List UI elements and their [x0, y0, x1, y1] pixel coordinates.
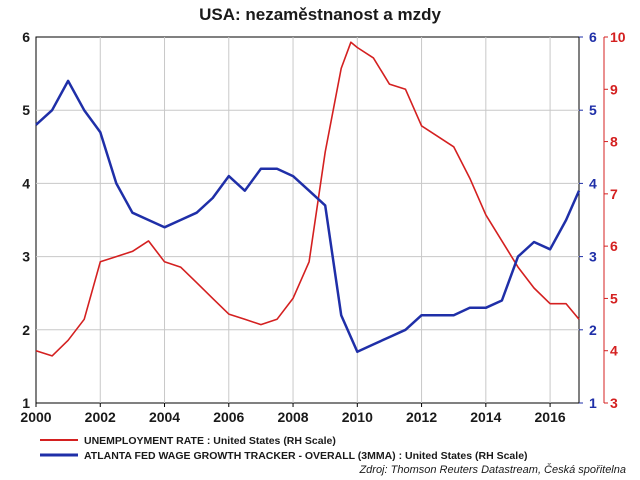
series-lines	[35, 41, 581, 357]
x-tick-label: 2010	[342, 409, 373, 425]
unemployment-line	[35, 41, 580, 357]
red-tick-label: 5	[610, 290, 618, 306]
grid-lines	[36, 37, 579, 403]
chart-title: USA: nezaměstnanost a mzdy	[199, 5, 441, 24]
right-blue-axis-ticks: 1 2 3 4 5 6	[579, 29, 597, 411]
left-tick-label: 1	[22, 395, 30, 411]
red-tick-label: 10	[610, 29, 626, 45]
wage-growth-line	[35, 79, 581, 354]
red-tick-label: 6	[610, 238, 618, 254]
x-tick-label: 2004	[149, 409, 180, 425]
blue-tick-label: 1	[589, 395, 597, 411]
left-tick-label: 4	[22, 175, 30, 191]
red-tick-label: 9	[610, 81, 618, 97]
left-tick-label: 6	[22, 29, 30, 45]
blue-tick-label: 5	[589, 102, 597, 118]
left-axis-ticks: 1 2 3 4 5 6	[22, 29, 30, 411]
x-axis-ticks: 2000 2002 2004 2006 2008 2010 2012 2014 2016	[20, 403, 566, 425]
left-tick-label: 3	[22, 249, 30, 265]
blue-tick-label: 6	[589, 29, 597, 45]
blue-tick-label: 4	[589, 175, 597, 191]
x-tick-label: 2016	[535, 409, 566, 425]
left-tick-label: 5	[22, 102, 30, 118]
left-tick-label: 2	[22, 322, 30, 338]
blue-tick-label: 3	[589, 249, 597, 265]
blue-tick-label: 2	[589, 322, 597, 338]
red-tick-label: 7	[610, 186, 618, 202]
red-tick-label: 8	[610, 134, 618, 150]
legend: UNEMPLOYMENT RATE : United States (RH Sc…	[40, 435, 528, 462]
red-tick-label: 4	[610, 343, 618, 359]
legend-label-unemployment: UNEMPLOYMENT RATE : United States (RH Sc…	[84, 435, 336, 447]
source-note: Zdroj: Thomson Reuters Datastream, Česká…	[358, 463, 626, 476]
x-tick-label: 2012	[406, 409, 437, 425]
plot-area	[35, 36, 580, 404]
x-tick-label: 2008	[277, 409, 308, 425]
legend-label-wage: ATLANTA FED WAGE GROWTH TRACKER - OVERAL…	[84, 450, 528, 462]
x-tick-label: 2006	[213, 409, 244, 425]
x-tick-label: 2000	[20, 409, 51, 425]
red-tick-label: 3	[610, 395, 618, 411]
x-tick-label: 2014	[470, 409, 501, 425]
right-red-axis-ticks: 3 4 5 6 7 8 9 10	[603, 29, 626, 411]
x-tick-label: 2002	[85, 409, 116, 425]
